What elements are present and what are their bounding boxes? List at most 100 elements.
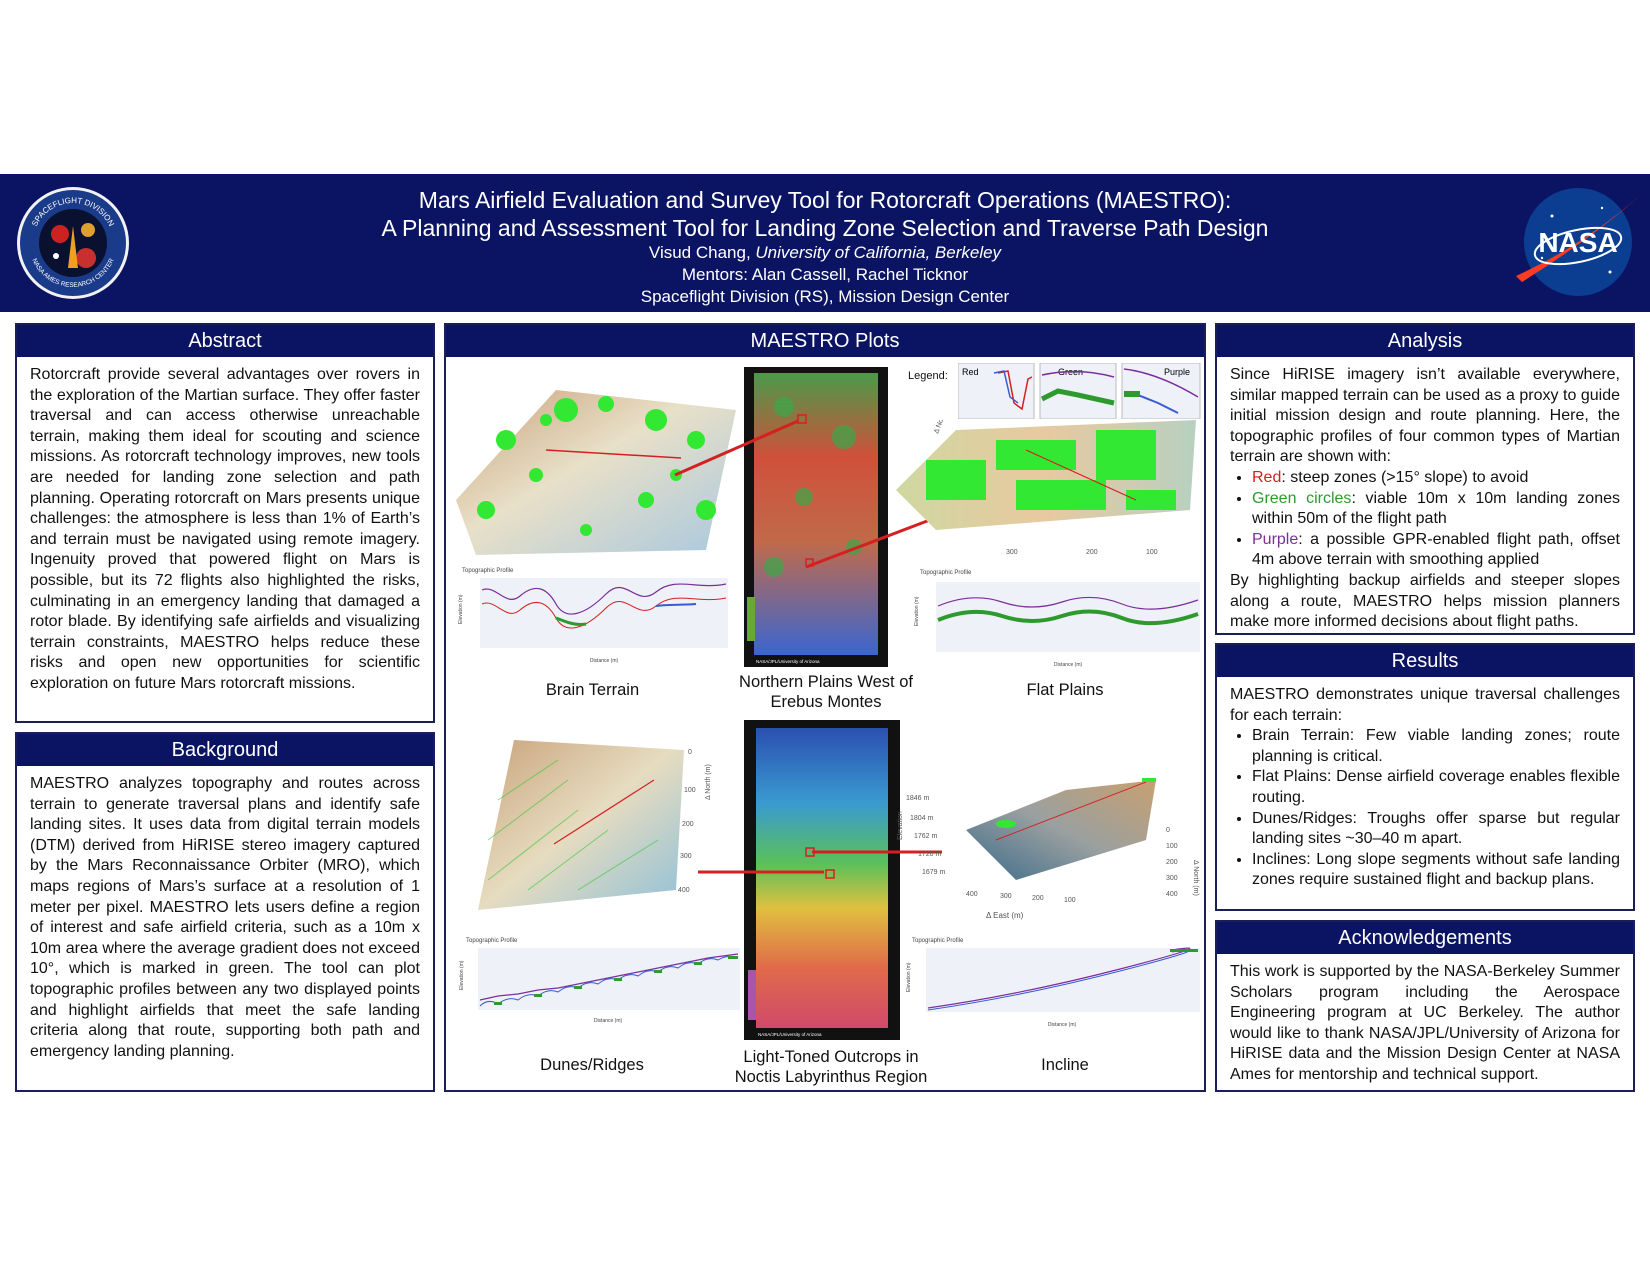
dunes-tick-4: 400: [678, 887, 690, 894]
caption-erebus-line1: Northern Plains West of: [739, 673, 913, 691]
dunes-tick-2: 200: [682, 821, 694, 828]
spaceflight-division-logo: SPACEFLIGHT DIVISION NASA AMES RESEARCH …: [17, 187, 129, 299]
incline-axis-east: Δ East (m): [986, 911, 1024, 920]
analysis-key-red: Red: [1252, 468, 1282, 486]
abstract-title: Abstract: [17, 325, 433, 357]
division-line: Spaceflight Division (RS), Mission Desig…: [640, 287, 1010, 306]
poster-title-line1: Mars Airfield Evaluation and Survey Tool…: [418, 187, 1232, 213]
dunes-profile-ylabel: Elevation (m): [459, 960, 465, 990]
caption-flat-plains: Flat Plains: [1026, 681, 1104, 699]
noctis-connector-lines: [698, 850, 942, 874]
incline-profile-title: Topographic Profile: [912, 938, 964, 944]
analysis-key-green: Green circles: [1252, 489, 1352, 507]
results-list: Brain Terrain: Few viable landing zones;…: [1230, 726, 1620, 891]
legend-purple: Purple: [1164, 367, 1190, 377]
flat-tick-1: 200: [1086, 549, 1098, 556]
results-title: Results: [1217, 645, 1633, 677]
legend-red: Red: [962, 367, 979, 377]
erebus-box-brain: [797, 414, 807, 424]
acknowledgements-body: This work is supported by the NASA-Berke…: [1230, 963, 1620, 1083]
dunes-tick-1: 100: [684, 787, 696, 794]
legend-label: Legend:: [908, 370, 948, 382]
erebus-connector-lines: [674, 419, 936, 569]
incline-3d-plot: 1846 m 1804 m 1762 m 1720 m 1679 m Eleva…: [897, 778, 1199, 920]
results-intro: MAESTRO demonstrates unique traversal ch…: [1230, 686, 1620, 724]
dunes-3d-plot: 0 100 200 300 400 Δ North (m): [478, 740, 712, 910]
results-item: Dunes/Ridges: Troughs offer sparse but r…: [1252, 809, 1620, 850]
abstract-panel: Abstract Rotorcraft provide several adva…: [15, 323, 435, 723]
analysis-key-purple: Purple: [1252, 530, 1299, 548]
brain-green-segment: [555, 616, 587, 626]
incline-elev-0: 1846 m: [906, 795, 930, 802]
flat-profile-ylabel: Elevation (m): [914, 596, 920, 626]
caption-noctis: Light-Toned Outcrops in Noctis Labyrinthu…: [716, 1047, 946, 1087]
brain-purple-line: [481, 583, 727, 615]
incline-east-0: 400: [966, 891, 978, 898]
dunes-tick-3: 300: [680, 853, 692, 860]
nasa-logo-text: NASA: [1538, 227, 1617, 258]
background-panel: Background MAESTRO analyzes topography a…: [15, 732, 435, 1092]
brain-path: [545, 449, 682, 459]
caption-brain-terrain: Brain Terrain: [545, 681, 640, 699]
incline-axis-elevation: Elevation: [897, 811, 904, 840]
dunes-tick-0: 0: [688, 749, 692, 756]
incline-north-0: 0: [1166, 827, 1170, 834]
brain-profile-chart: Topographic Profile Elevation (m) Distan…: [458, 568, 728, 664]
flat-plains-3d-plot: Δ North (m) 300 200 100: [896, 420, 1196, 556]
analysis-text-green: : viable 10m x 10m landing zones within …: [1252, 489, 1621, 528]
flat-tick-0: 300: [1006, 549, 1018, 556]
incline-north-2: 200: [1166, 859, 1178, 866]
dunes-profile-chart: Topographic Profile Elevation (m) Distan…: [459, 938, 740, 1024]
flat-tick-2: 100: [1146, 549, 1158, 556]
caption-incline: Incline: [1041, 1056, 1089, 1074]
analysis-text-purple: : a possible GPR-enabled flight path, of…: [1252, 530, 1620, 569]
background-body: MAESTRO analyzes topography and routes a…: [30, 775, 420, 1060]
brain-profile-title: Topographic Profile: [462, 568, 514, 574]
incline-east-2: 200: [1032, 895, 1044, 902]
nasa-logo: NASA: [1516, 188, 1642, 296]
brain-red-line: [481, 597, 727, 629]
brain-profile-xlabel: Distance (m): [590, 658, 619, 664]
analysis-panel: Analysis Since HiRISE imagery isn’t avai…: [1215, 323, 1635, 635]
incline-axis-north: Δ North (m): [1192, 860, 1199, 896]
noctis-box-incline: [825, 869, 835, 879]
erebus-montes-map: NASA/JPL/University of Arizona: [744, 367, 888, 667]
analysis-outro: By highlighting backup airfields and ste…: [1230, 571, 1620, 631]
incline-elev-1: 1804 m: [910, 815, 934, 822]
poster-title-line2: A Planning and Assessment Tool for Landi…: [381, 215, 1269, 241]
flat-axis-north: Δ North (m): [933, 420, 952, 435]
acknowledgements-panel: Acknowledgements This work is supported …: [1215, 920, 1635, 1092]
plots-title: MAESTRO Plots: [446, 325, 1204, 357]
noctis-labyrinthus-map: NASA/JPL/University of Arizona: [744, 720, 900, 1040]
dunes-axis-north: Δ North (m): [705, 764, 712, 800]
analysis-item-red: Red: steep zones (>15° slope) to avoid: [1252, 468, 1620, 489]
brain-terrain-3d-plot: [456, 390, 736, 555]
analysis-list: Red: steep zones (>15° slope) to avoid G…: [1230, 468, 1620, 571]
caption-dunes: Dunes/Ridges: [540, 1056, 644, 1074]
brain-profile-ylabel: Elevation (m): [458, 594, 464, 624]
analysis-item-green: Green circles: viable 10m x 10m landing …: [1252, 489, 1620, 530]
incline-profile-ylabel: Elevation (m): [906, 962, 912, 992]
incline-north-1: 100: [1166, 843, 1178, 850]
mentors-line: Mentors: Alan Cassell, Rachel Ticknor: [681, 265, 969, 284]
caption-noctis-line1: Light-Toned Outcrops in: [743, 1048, 919, 1066]
incline-elev-3: 1720 m: [918, 851, 942, 858]
incline-east-3: 100: [1064, 897, 1076, 904]
acknowledgements-title: Acknowledgements: [1217, 922, 1633, 954]
analysis-title: Analysis: [1217, 325, 1633, 357]
plot-legend: Red Green Purple: [958, 363, 1201, 419]
incline-north-3: 300: [1166, 875, 1178, 882]
results-item: Flat Plains: Dense airfield coverage ena…: [1252, 767, 1620, 808]
abstract-body: Rotorcraft provide several advantages ov…: [30, 366, 420, 692]
dunes-profile-title: Topographic Profile: [466, 938, 518, 944]
author-affiliation: University of California, Berkeley: [755, 243, 1002, 262]
results-item: Brain Terrain: Few viable landing zones;…: [1252, 726, 1620, 767]
results-item: Inclines: Long slope segments without sa…: [1252, 850, 1620, 891]
noctis-credit: NASA/JPL/University of Arizona: [758, 1032, 822, 1037]
incline-north-4: 400: [1166, 891, 1178, 898]
author-line: Visud Chang, University of California, B…: [0, 242, 1650, 264]
incline-elev-2: 1762 m: [914, 833, 938, 840]
incline-profile-chart: Topographic Profile Elevation (m) Distan…: [906, 938, 1200, 1028]
caption-noctis-line2: Noctis Labyrinthus Region: [734, 1068, 928, 1086]
caption-erebus: Northern Plains West of Erebus Montes: [716, 672, 936, 712]
